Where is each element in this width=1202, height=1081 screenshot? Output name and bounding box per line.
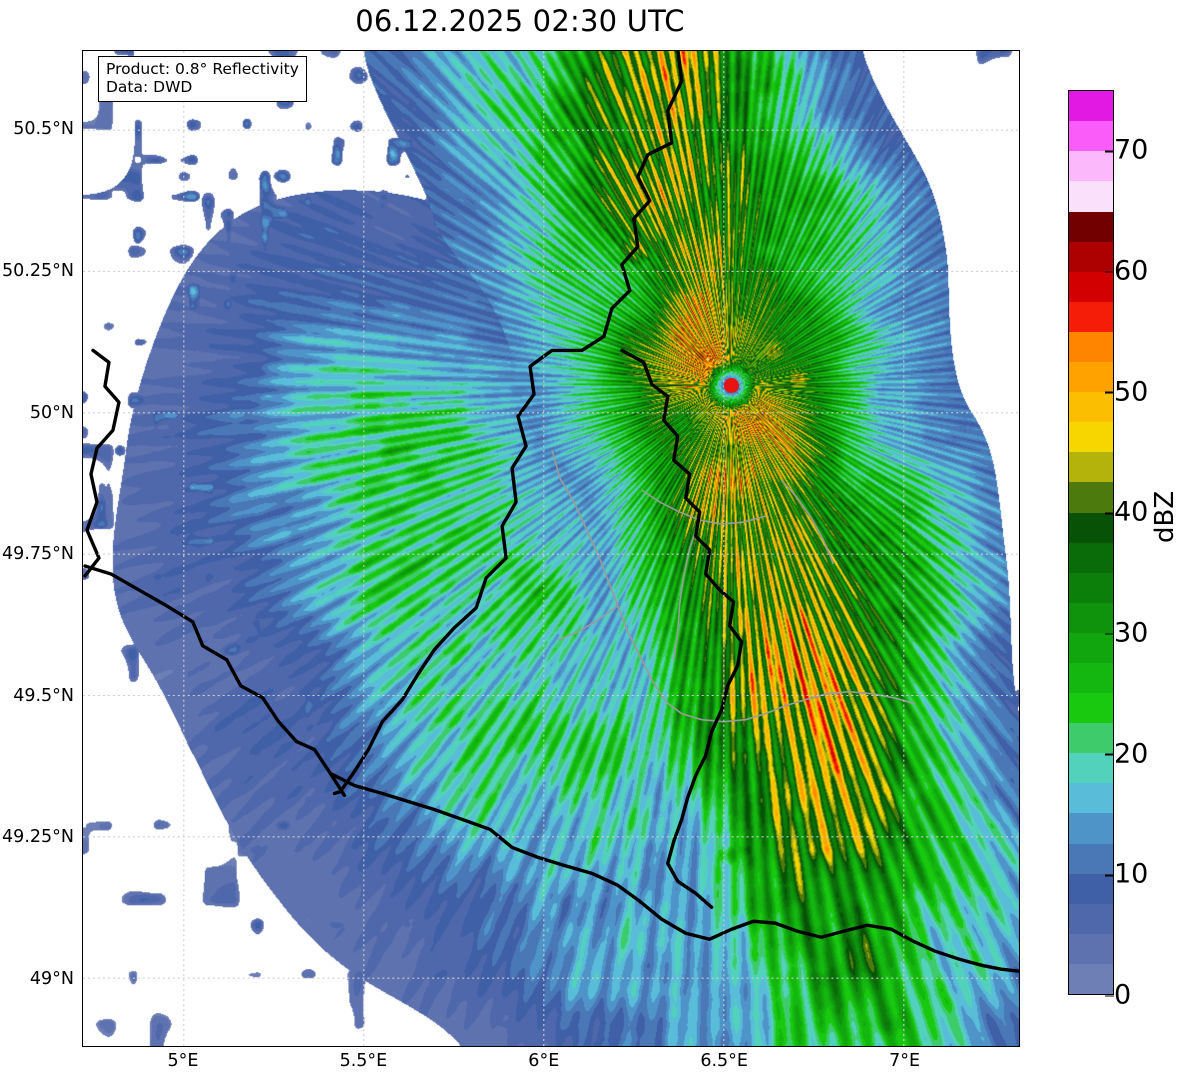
river-line bbox=[557, 605, 619, 641]
colorbar-band bbox=[1069, 301, 1113, 332]
colorbar-band bbox=[1069, 452, 1113, 483]
page-title: 06.12.2025 02:30 UTC bbox=[355, 4, 685, 38]
colorbar-tick-label: 30 bbox=[1104, 617, 1149, 649]
colorbar-band bbox=[1069, 392, 1113, 423]
colorbar-band bbox=[1069, 91, 1113, 122]
border-line bbox=[332, 51, 684, 796]
country-borders-layer bbox=[83, 51, 1019, 973]
x-tick-label: 6.5°E bbox=[700, 1051, 748, 1071]
colorbar-tick-label: 0 bbox=[1104, 979, 1132, 1011]
colorbar-tick-label: 70 bbox=[1104, 134, 1149, 166]
geography-overlay bbox=[83, 51, 1019, 973]
product-label: Product: 0.8° Reflectivity bbox=[106, 60, 299, 78]
product-info-box: Product: 0.8° Reflectivity Data: DWD bbox=[98, 56, 307, 102]
colorbar-band bbox=[1069, 331, 1113, 363]
river-line bbox=[780, 479, 835, 565]
colorbar-band bbox=[1069, 963, 1113, 994]
border-line bbox=[83, 564, 347, 798]
colorbar-band bbox=[1069, 693, 1113, 724]
radar-site-marker[interactable] bbox=[724, 378, 739, 393]
colorbar-band bbox=[1069, 662, 1113, 694]
colorbar-tick-label: 40 bbox=[1104, 496, 1149, 528]
colorbar-band bbox=[1069, 723, 1113, 754]
colorbar-band bbox=[1069, 271, 1113, 302]
colorbar-band bbox=[1069, 482, 1113, 513]
colorbar-band bbox=[1069, 151, 1113, 182]
colorbar-band bbox=[1069, 121, 1113, 152]
colorbar-band bbox=[1069, 211, 1113, 242]
river-line bbox=[551, 449, 667, 703]
river-line bbox=[672, 519, 701, 660]
colorbar-band bbox=[1069, 181, 1113, 212]
colorbar-band bbox=[1069, 422, 1113, 453]
colorbar-tick-label: 20 bbox=[1104, 738, 1149, 770]
river-line bbox=[805, 690, 916, 705]
border-line bbox=[328, 771, 1019, 973]
colorbar-band bbox=[1069, 813, 1113, 844]
river-line bbox=[665, 698, 806, 723]
colorbar-band bbox=[1069, 602, 1113, 633]
colorbar-band bbox=[1069, 783, 1113, 814]
colorbar-band bbox=[1069, 362, 1113, 393]
colorbar-band bbox=[1069, 512, 1113, 543]
graticule-grid bbox=[83, 51, 1019, 1046]
colorbar-gradient bbox=[1069, 91, 1113, 994]
radar-reflectivity-layer bbox=[83, 51, 1019, 1046]
colorbar-band bbox=[1069, 903, 1113, 934]
colorbar-axis-label: dBZ bbox=[1150, 490, 1180, 543]
border-line bbox=[620, 348, 722, 592]
colorbar-tick-label: 50 bbox=[1104, 376, 1149, 408]
border-line bbox=[83, 348, 121, 578]
colorbar-band bbox=[1069, 843, 1113, 874]
colorbar-band bbox=[1069, 542, 1113, 573]
colorbar-band bbox=[1069, 873, 1113, 904]
x-tick-label: 7°E bbox=[889, 1051, 921, 1071]
colorbar-band bbox=[1069, 632, 1113, 663]
colorbar-tick-label: 10 bbox=[1104, 858, 1149, 890]
x-tick-label: 6°E bbox=[528, 1051, 560, 1071]
colorbar-band bbox=[1069, 572, 1113, 603]
x-tick-label: 5.5°E bbox=[339, 1051, 388, 1071]
radar-plot-area[interactable]: Product: 0.8° Reflectivity Data: DWD bbox=[82, 50, 1020, 1047]
border-line bbox=[666, 588, 744, 909]
colorbar-band bbox=[1069, 933, 1113, 964]
colorbar-band bbox=[1069, 241, 1113, 272]
colorbar-tick-label: 60 bbox=[1104, 255, 1149, 287]
x-tick-label: 5°E bbox=[167, 1051, 199, 1071]
colorbar-band bbox=[1069, 753, 1113, 784]
data-source-label: Data: DWD bbox=[106, 78, 193, 97]
colorbar bbox=[1068, 90, 1114, 995]
